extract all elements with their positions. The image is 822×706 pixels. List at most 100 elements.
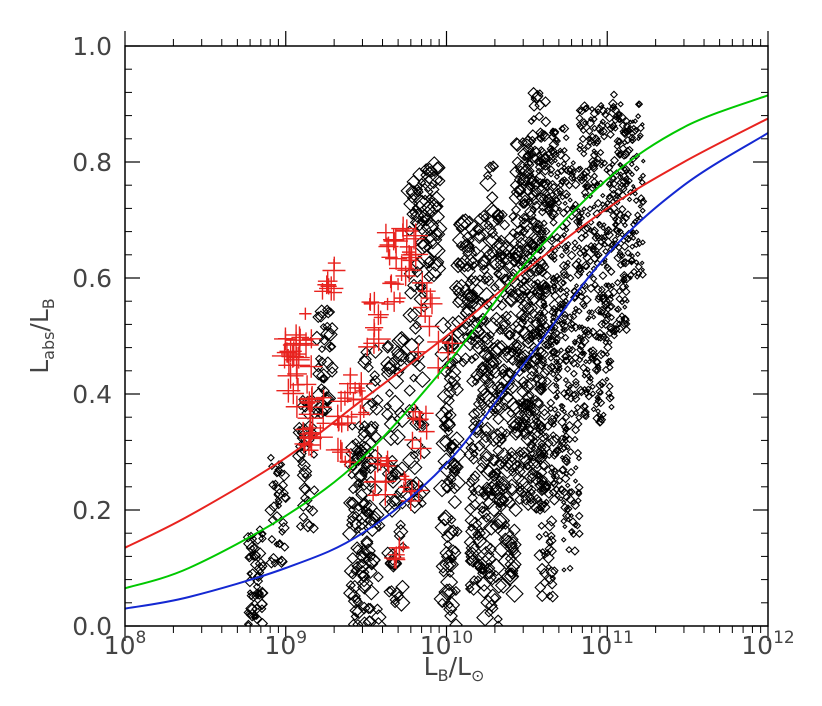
diamond-point-3-35 [316,383,327,393]
diamond-point-19-137 [586,358,593,365]
diamond-point-21-117 [623,175,630,183]
diamond-point-5-58 [362,563,378,580]
diamond-point-0-59 [256,617,269,626]
diamond-point-12-96 [482,170,493,181]
diamond-point-21-137 [616,137,623,145]
diamond-point-19-74 [584,211,591,218]
diamond-point-2-38 [296,467,313,483]
diamond-point-3-39 [326,341,337,352]
diamond-point-2-37 [299,493,310,503]
diamond-point-7-18 [407,307,423,323]
diamond-point-21-77 [609,90,619,99]
diamond-point-18-70 [562,297,569,305]
plus-point-0-6 [277,362,304,389]
diamond-point-18-103 [575,488,583,496]
diamond-point-21-113 [612,330,618,336]
diamond-point-21-120 [609,329,616,336]
diamond-point-13-65 [498,461,517,480]
diamond-point-22-33 [639,260,645,266]
diamond-point-14-162 [508,243,524,260]
diamond-point-16-77 [540,198,550,208]
plus-point-10-1 [395,265,416,287]
plus-point-11-5 [399,473,412,486]
diamond-point-21-15 [607,98,618,109]
diamond-point-18-51 [561,326,569,334]
diamond-point-22-22 [639,239,646,246]
diamond-point-8-25 [420,218,439,237]
diamond-point-21-114 [620,153,628,160]
diamond-point-5-30 [360,536,374,550]
diamond-point-8-23 [420,213,434,227]
diamond-point-20-5 [601,159,609,167]
diamond-point-19-153 [575,307,583,315]
plus-point-7-7 [365,446,390,470]
diamond-point-18-134 [569,320,576,327]
diamond-point-16-83 [537,145,546,154]
diamond-point-14-98 [520,224,535,240]
diamond-point-0-31 [248,591,259,602]
diamond-point-8-18 [429,209,446,225]
diamond-point-17-95 [552,232,562,242]
diamond-point-11-83 [477,330,492,345]
diamond-point-17-174 [547,170,555,178]
diamond-point-14-81 [510,213,526,229]
diamond-point-1-12 [279,542,290,552]
diamond-point-5-43 [368,343,383,359]
diamond-point-20-54 [592,413,603,424]
diamond-point-21-0 [618,144,628,153]
diamond-point-22-47 [633,126,640,133]
diamond-point-11-90 [472,228,487,243]
diamond-point-19-128 [586,283,596,294]
diamond-point-9-58 [433,590,452,608]
diamond-point-18-136 [573,521,582,530]
diamond-point-22-78 [630,183,636,189]
diamond-point-20-133 [603,107,612,115]
diamond-point-12-91 [482,570,497,585]
diamond-point-9-78 [444,609,458,623]
diamond-point-18-86 [560,536,567,543]
diamond-point-5-57 [364,462,377,475]
diamond-point-10-23 [459,306,474,321]
diamond-point-16-62 [542,498,550,506]
plus-point-1-16 [285,324,307,346]
diamond-point-22-70 [634,251,641,258]
diamond-point-17-133 [547,334,555,341]
diamond-point-12-52 [482,232,498,249]
diamond-point-16-69 [540,286,553,299]
diamond-point-4-26 [354,420,365,431]
plus-point-12-7 [408,404,423,419]
diamond-point-3-18 [312,311,325,324]
diamond-point-19-24 [589,108,600,119]
diamond-point-9-11 [435,434,454,453]
diamond-point-11-71 [469,449,479,459]
diamond-point-18-60 [571,200,580,208]
diamond-point-21-89 [609,210,619,221]
diamond-point-22-73 [624,229,633,239]
diamond-point-14-151 [518,315,527,324]
diamond-point-22-2 [639,199,647,207]
diamond-point-15-49 [540,129,547,137]
diamond-point-1-26 [280,492,291,504]
diamond-point-20-18 [596,398,606,408]
axis-ticks [124,31,769,641]
plus-point-9-2 [388,537,410,559]
diamond-point-15-173 [535,445,548,459]
diamond-point-20-153 [605,311,612,318]
diamond-point-1-28 [277,557,284,564]
diamond-point-15-42 [526,129,540,142]
diamond-point-6-39 [390,598,401,609]
diamond-point-20-143 [599,104,605,110]
diamond-point-19-41 [576,342,586,351]
diamond-point-17-152 [551,406,559,413]
plus-point-2-11 [299,385,325,411]
diamond-point-16-116 [540,485,550,495]
diamond-point-18-139 [575,529,584,538]
diamond-point-17-106 [551,128,560,136]
diamond-point-13-77 [501,379,519,397]
diamond-point-19-42 [590,172,599,180]
diamond-point-6-22 [381,546,395,560]
diamond-point-22-74 [636,132,644,140]
diamond-point-12-99 [481,551,497,567]
diamond-point-19-35 [583,358,589,365]
diamond-point-1-9 [277,460,286,469]
